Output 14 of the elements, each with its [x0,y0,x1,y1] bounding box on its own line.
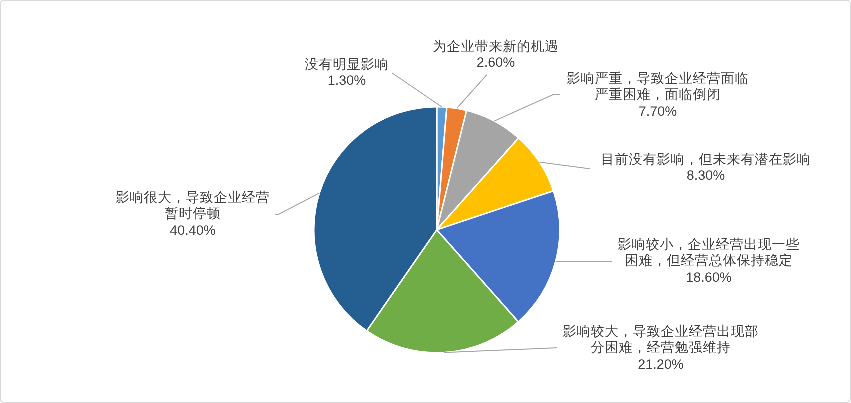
data-label: 1.30% [326,73,368,90]
slice-label: 影响很大，导致企业经营暂时停顿 [115,190,271,224]
data-label: 40.40% [169,223,217,240]
slice-label: 为企业带来新的机遇 [432,38,560,56]
slice-label: 目前没有影响，但未来有潜在影响 [600,152,812,168]
data-label: 2.60% [476,55,516,72]
data-label: 8.30% [686,168,726,186]
data-label: 7.70% [638,104,678,121]
slice-label: 影响严重，导致企业经营面临严重困难，面临倒闭 [566,70,750,104]
data-label: 21.20% [637,357,685,374]
data-label: 18.60% [685,270,733,287]
slice-label: 没有明显影响 [304,56,390,74]
slice-label: 影响较大，导致企业经营出现部分困难，经营勉强维持 [563,324,759,358]
slice-label: 影响较小，企业经营出现一些困难，但经营总体保持稳定 [618,236,800,270]
